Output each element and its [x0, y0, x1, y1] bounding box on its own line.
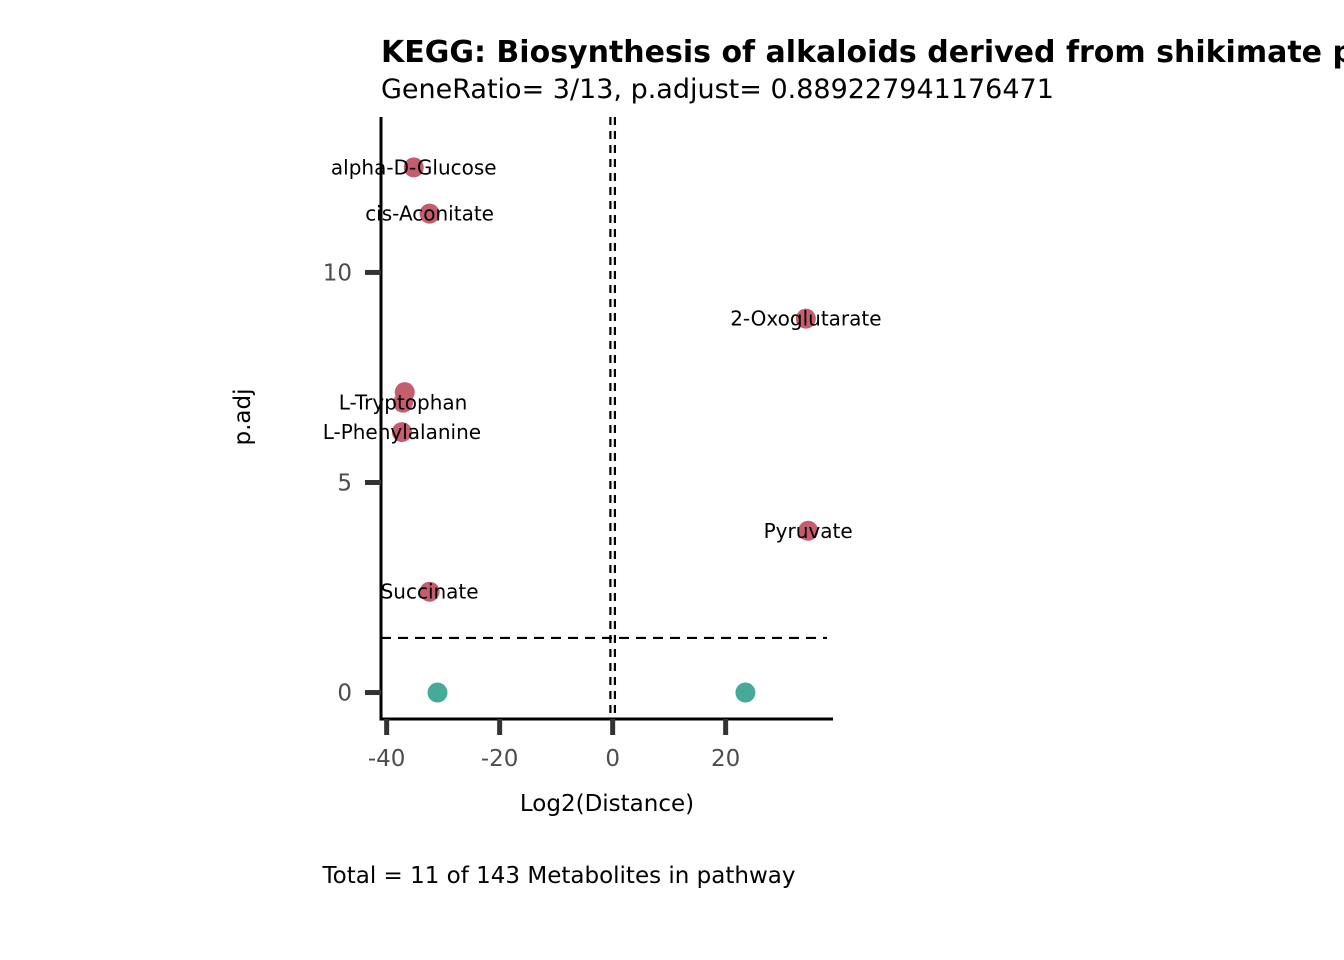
x-tick-label: 0	[605, 746, 620, 772]
point-label: L-Tryptophan	[339, 391, 468, 415]
significant-point	[798, 520, 819, 541]
y-axis-title: p.adj	[230, 389, 256, 446]
point-labels: alpha-D-Glucose cis-Aconitate 2-Oxoglutara…	[323, 155, 882, 603]
point-label: 2-Oxoglutarate	[730, 307, 881, 331]
threshold-lines	[381, 117, 827, 719]
non-significant-point	[427, 682, 448, 703]
chart-title: KEGG: Biosynthesis of alkaloids derived …	[381, 35, 1344, 70]
significant-point	[419, 203, 440, 224]
x-axis-title: Log2(Distance)	[520, 791, 694, 817]
axes	[379, 117, 833, 721]
chart-subtitle: GeneRatio= 3/13, p.adjust= 0.88922794117…	[381, 74, 1054, 105]
y-tick-label: 5	[337, 470, 352, 496]
point-label: cis-Aconitate	[365, 202, 494, 226]
y-tick-label: 0	[337, 681, 352, 707]
chart-caption: Total = 11 of 143 Metabolites in pathway	[322, 863, 796, 889]
point-label: alpha-D-Glucose	[331, 155, 497, 179]
significant-point	[419, 581, 440, 602]
significant-point	[393, 392, 414, 413]
x-tick-label: -40	[368, 746, 406, 772]
significant-point	[795, 308, 816, 329]
data-points	[391, 157, 819, 703]
y-tick-label: 10	[323, 260, 352, 286]
point-label: Succinate	[381, 580, 479, 604]
point-label: Pyruvate	[764, 519, 853, 543]
non-significant-point	[735, 682, 756, 703]
y-axis-ticks: 0 5 10	[323, 260, 381, 707]
point-label: L-Phenylalanine	[323, 420, 481, 444]
x-tick-label: 20	[711, 746, 740, 772]
x-axis-ticks: -40 -20 0 20	[368, 719, 740, 772]
significant-point	[391, 422, 412, 443]
significant-point	[403, 157, 424, 178]
x-tick-label: -20	[481, 746, 519, 772]
